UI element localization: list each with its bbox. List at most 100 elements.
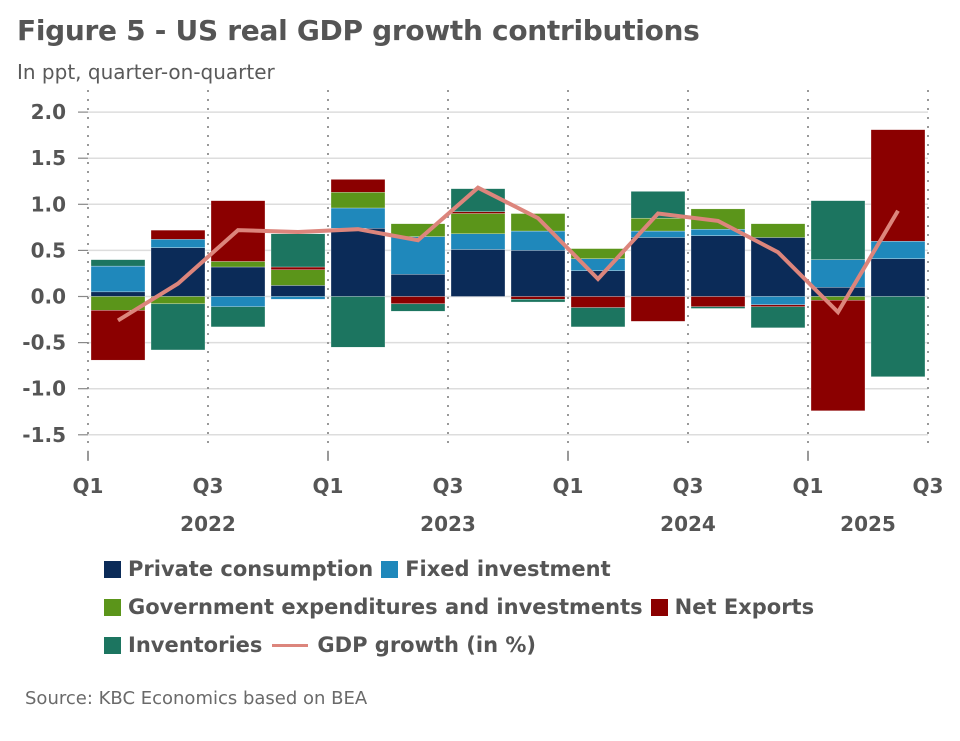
bar-stack: [870, 129, 926, 377]
x-year-label: 2022: [180, 512, 236, 536]
bar-segment-fixed-investment: [330, 207, 386, 229]
y-tick-label: 2.0: [31, 100, 66, 124]
bar-segment-net-exports: [690, 296, 746, 307]
bar-segment-government-expenditures-and-investments: [210, 261, 266, 268]
y-tick-label: 1.5: [31, 146, 66, 170]
bar-stack: [150, 229, 206, 351]
bar-segment-inventories: [810, 200, 866, 260]
bar-segment-private-consumption: [570, 270, 626, 297]
y-tick-label: -1.0: [22, 377, 66, 401]
legend-label: Government expenditures and investments: [128, 595, 643, 619]
bar-stack: [810, 200, 866, 411]
x-tick-label: Q3: [673, 474, 704, 498]
legend-swatch-inventories: [104, 636, 121, 654]
gdp-growth-line: [116, 185, 900, 323]
bar-segment-net-exports: [570, 296, 626, 308]
bar-segment-fixed-investment: [150, 239, 206, 248]
bar-segment-net-exports: [750, 304, 806, 307]
chart-title: Figure 5 - US real GDP growth contributi…: [17, 14, 700, 47]
bar-segment-net-exports: [90, 310, 146, 361]
legend-item-gdp-growth[interactable]: GDP growth (in %): [270, 633, 536, 657]
stacked-bars: [90, 129, 926, 411]
bar-segment-government-expenditures-and-investments: [330, 192, 386, 209]
legend-swatch-net-exports: [650, 598, 668, 616]
bar-segment-inventories: [750, 306, 806, 328]
x-tick-label: Q1: [793, 474, 824, 498]
y-tick-label: 0.0: [31, 285, 66, 309]
bar-segment-net-exports: [330, 179, 386, 193]
bar-segment-private-consumption: [270, 285, 326, 297]
x-axis: Q1 Q3 Q1 Q3 Q1 Q3 Q1 Q3 2022 2023 2024 2025: [73, 450, 944, 536]
source-note: Source: KBC Economics based on BEA: [25, 688, 368, 709]
bar-segment-government-expenditures-and-investments: [750, 223, 806, 238]
bar-segment-inventories: [90, 259, 146, 267]
legend-swatch-private-consumption: [104, 560, 121, 578]
bar-stack: [630, 191, 686, 322]
legend-item-private-consumption[interactable]: Private consumption: [104, 557, 373, 581]
bar-stack: [510, 213, 566, 303]
chart-subtitle: In ppt, quarter-on-quarter: [17, 60, 275, 84]
legend-item-inventories[interactable]: Inventories: [104, 633, 262, 657]
bar-segment-private-consumption: [870, 258, 926, 297]
legend-label: Inventories: [128, 633, 263, 657]
x-tick-label: Q1: [313, 474, 344, 498]
bar-segment-government-expenditures-and-investments: [810, 296, 866, 301]
bar-segment-net-exports: [810, 300, 866, 411]
bar-segment-net-exports: [870, 129, 926, 242]
bar-stack: [690, 208, 746, 309]
y-axis: 2.0 1.5 1.0 0.5 0.0 -0.5 -1.0 -1.5: [22, 100, 88, 447]
bar-stack: [270, 233, 326, 300]
bar-segment-private-consumption: [90, 291, 146, 297]
legend-label: Fixed investment: [405, 557, 611, 581]
bar-segment-private-consumption: [330, 228, 386, 297]
legend-item-government[interactable]: Government expenditures and investments: [104, 595, 643, 619]
bar-segment-private-consumption: [510, 250, 566, 297]
legend-swatch-fixed-investment: [381, 560, 399, 578]
bar-segment-fixed-investment: [750, 296, 806, 305]
bar-stack: [390, 223, 446, 312]
bar-segment-private-consumption: [150, 247, 206, 297]
bar-segment-government-expenditures-and-investments: [150, 296, 206, 305]
x-tick-label: Q3: [193, 474, 224, 498]
bar-segment-fixed-investment: [510, 230, 566, 251]
y-tick-label: -1.5: [22, 423, 66, 447]
bar-stack: [330, 179, 386, 348]
bar-segment-private-consumption: [450, 249, 506, 297]
bar-segment-fixed-investment: [210, 296, 266, 307]
bar-segment-private-consumption: [390, 274, 446, 297]
legend-swatch-government: [104, 598, 121, 616]
legend-item-net-exports[interactable]: Net Exports: [650, 595, 814, 619]
bar-stack: [210, 200, 266, 328]
bar-segment-fixed-investment: [450, 233, 506, 250]
bar-segment-inventories: [210, 306, 266, 328]
gdp-line: [116, 185, 900, 323]
bar-stack: [750, 223, 806, 328]
bar-stack: [450, 188, 506, 297]
bar-segment-government-expenditures-and-investments: [630, 217, 686, 232]
bar-segment-inventories: [690, 306, 746, 309]
legend-label: GDP growth (in %): [317, 633, 537, 657]
bar-segment-government-expenditures-and-investments: [510, 213, 566, 232]
legend-row-2: Government expenditures and investments …: [104, 588, 822, 626]
legend-line-gdp-growth: [272, 643, 309, 647]
bar-segment-private-consumption: [210, 266, 266, 297]
bar-segment-government-expenditures-and-investments: [270, 269, 326, 286]
bar-segment-inventories: [450, 188, 506, 212]
bar-segment-fixed-investment: [270, 296, 326, 300]
x-tick-label: Q1: [553, 474, 584, 498]
x-tick-label: Q3: [913, 474, 944, 498]
legend-item-fixed-investment[interactable]: Fixed investment: [381, 557, 611, 581]
legend-row-1: Private consumption Fixed investment: [104, 550, 822, 588]
y-tick-label: 1.0: [31, 192, 66, 216]
bar-segment-private-consumption: [750, 237, 806, 297]
legend-row-3: Inventories GDP growth (in %): [104, 626, 822, 664]
y-tick-label: -0.5: [22, 331, 66, 355]
bar-segment-private-consumption: [630, 237, 686, 297]
bar-segment-net-exports: [390, 296, 446, 305]
y-tick-label: 0.5: [31, 238, 66, 262]
bar-segment-net-exports: [270, 266, 326, 270]
legend-label: Private consumption: [128, 557, 374, 581]
bar-segment-inventories: [330, 296, 386, 348]
bar-segment-inventories: [150, 303, 206, 351]
bar-segment-inventories: [510, 299, 566, 303]
